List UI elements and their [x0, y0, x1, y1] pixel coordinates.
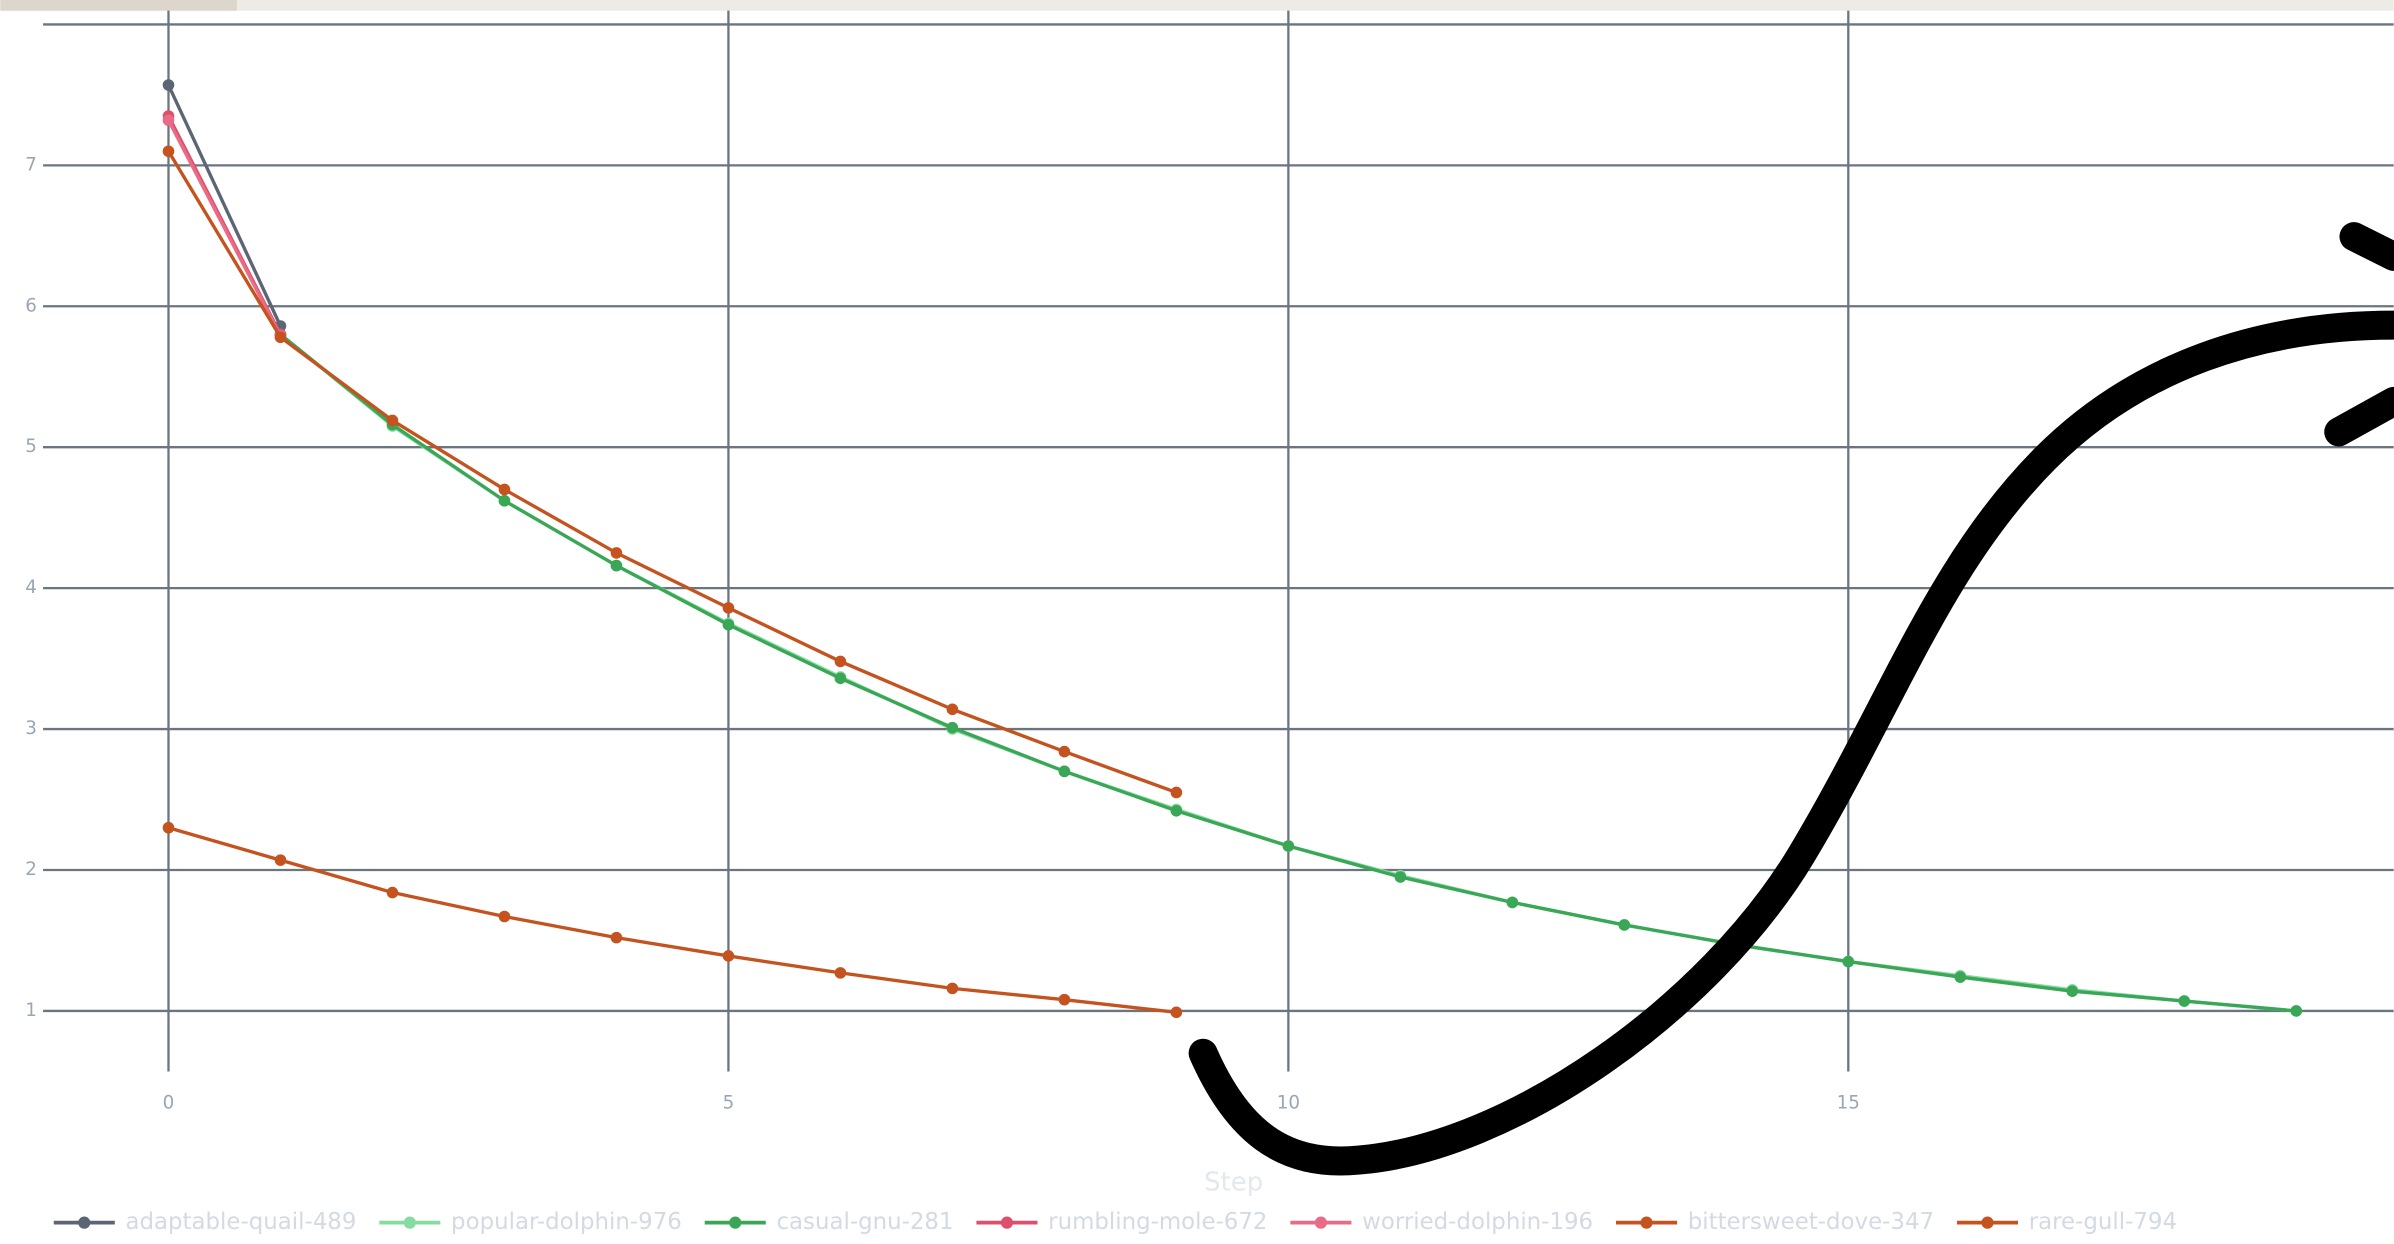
scribble-curve: [1188, 310, 2394, 1176]
data-point: [1170, 805, 1183, 817]
data-point: [1842, 955, 1855, 968]
data-point: [722, 602, 735, 614]
data-point: [498, 494, 511, 507]
data-point: [162, 145, 175, 158]
data-point: [1506, 896, 1519, 909]
data-point: [498, 910, 511, 923]
x-axis-label: Step: [1204, 1167, 1263, 1197]
data-point: [1170, 1006, 1183, 1019]
x-tick-label: 0: [163, 1093, 175, 1114]
legend-label: bittersweet-dove-347: [1688, 1209, 1934, 1235]
legend-swatch-dot: [78, 1216, 91, 1229]
series-line: [167, 150, 1177, 795]
data-point: [946, 982, 959, 995]
legend-label: adaptable-quail-489: [125, 1209, 356, 1235]
data-point: [610, 559, 623, 572]
y-tick-label: 1: [25, 1000, 37, 1021]
data-point: [946, 721, 959, 734]
grid: 1 2 3 4 5 6 7 0 5 10 15: [25, 10, 2394, 1114]
top-bar: [0, 0, 2394, 11]
top-tab: [0, 0, 237, 11]
data-point: [162, 79, 175, 91]
data-point: [834, 672, 847, 685]
series-line: [168, 826, 1177, 1014]
data-point: [610, 931, 623, 944]
data-point: [386, 886, 399, 899]
data-point: [162, 114, 175, 127]
series-lines: [162, 79, 2303, 1019]
series-line: [166, 84, 282, 327]
data-point: [2290, 1005, 2303, 1017]
data-point: [1954, 971, 1967, 983]
data-point: [722, 950, 735, 962]
y-tick-label: 2: [25, 859, 37, 880]
legend-swatch-dot: [403, 1216, 416, 1229]
data-point: [722, 618, 735, 631]
data-point: [498, 483, 511, 496]
data-point: [386, 414, 399, 427]
data-point: [1170, 786, 1183, 799]
y-tick-label: 5: [25, 436, 37, 457]
legend-swatch-dot: [1000, 1216, 1014, 1229]
x-tick-label: 15: [1837, 1093, 1860, 1114]
data-point: [834, 655, 847, 668]
data-point: [274, 854, 287, 866]
legend-swatch-dot: [1314, 1216, 1328, 1229]
series-line: [166, 119, 282, 337]
data-point: [1282, 840, 1295, 852]
legend: adaptable-quail-489 popular-dolphin-976 ca…: [53, 1209, 2177, 1235]
y-tick-label: 3: [25, 718, 37, 739]
data-point: [1618, 919, 1631, 931]
legend-swatch-dot: [729, 1216, 742, 1229]
y-tick-label: 7: [25, 154, 37, 175]
legend-label: worried-dolphin-196: [1362, 1209, 1593, 1235]
scribble-annotation: [1188, 222, 2394, 1176]
legend-label: rare-gull-794: [2029, 1209, 2177, 1235]
data-point: [2066, 985, 2079, 997]
legend-label: popular-dolphin-976: [451, 1209, 682, 1235]
scribble-arrow-top: [2339, 222, 2394, 271]
data-point: [1058, 993, 1071, 1006]
data-point: [162, 821, 175, 834]
legend-swatch-dot: [1981, 1216, 1994, 1229]
legend-label: rumbling-mole-672: [1048, 1209, 1267, 1235]
y-tick-label: 6: [25, 295, 37, 316]
data-point: [1058, 745, 1071, 758]
legend-swatch-dot: [1640, 1216, 1653, 1229]
data-point: [1394, 871, 1407, 883]
data-point: [834, 967, 847, 979]
legend-label: casual-gnu-281: [776, 1209, 953, 1235]
data-point: [2178, 995, 2191, 1007]
data-point: [610, 547, 623, 559]
data-point: [1058, 765, 1071, 778]
data-point: [274, 331, 287, 344]
scribble-arrow-bottom: [2324, 386, 2394, 447]
x-tick-label: 5: [723, 1093, 735, 1114]
x-tick-label: 10: [1277, 1093, 1300, 1114]
y-tick-label: 4: [25, 577, 37, 598]
data-point: [946, 703, 959, 716]
